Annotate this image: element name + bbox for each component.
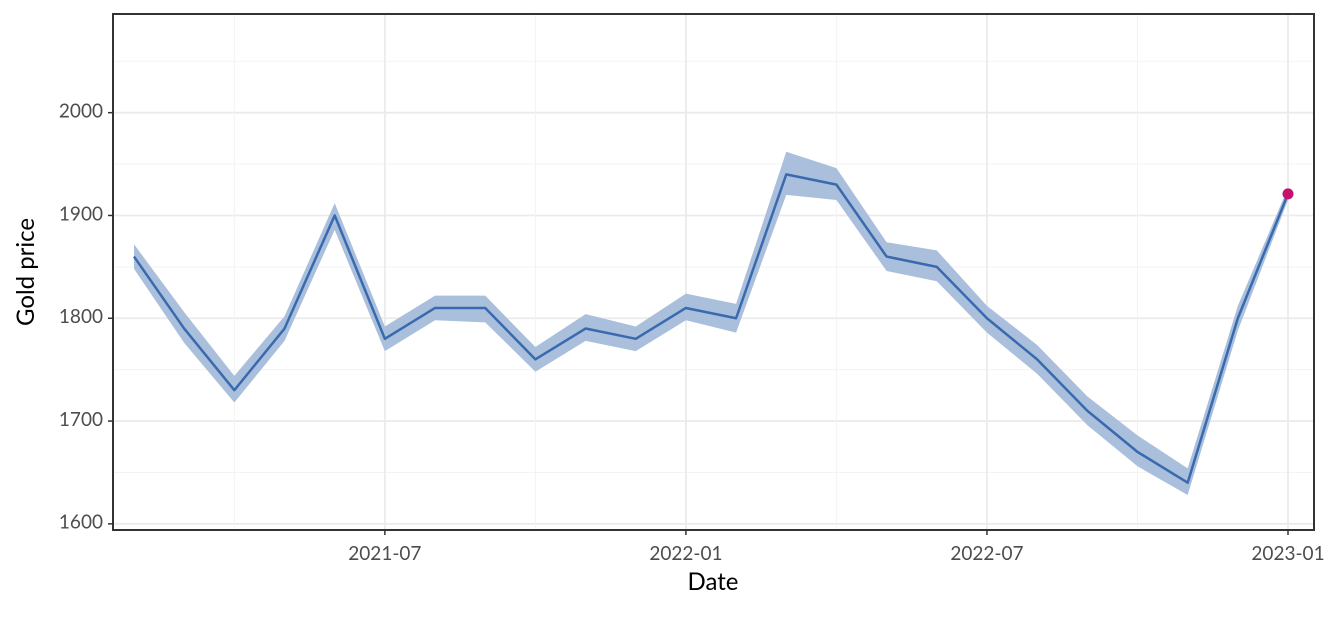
x-tick-label: 2023-01 xyxy=(1251,542,1324,565)
x-axis-title: Date xyxy=(688,567,739,596)
x-tick-label: 2021-07 xyxy=(348,542,421,565)
y-tick-label: 1700 xyxy=(59,408,103,431)
y-tick-label: 1900 xyxy=(59,202,103,225)
y-tick-label: 1800 xyxy=(59,305,103,328)
range-band xyxy=(134,151,1288,496)
y-tick-label: 2000 xyxy=(59,99,103,122)
x-tick-label: 2022-07 xyxy=(950,542,1023,565)
price-line xyxy=(132,173,1290,484)
plot-frame xyxy=(112,13,1315,531)
y-tick-label: 1600 xyxy=(59,511,103,534)
last-point xyxy=(1282,188,1294,200)
marks xyxy=(132,151,1294,496)
x-tick-label: 2022-01 xyxy=(649,542,722,565)
y-axis-title: Gold price xyxy=(11,218,40,326)
